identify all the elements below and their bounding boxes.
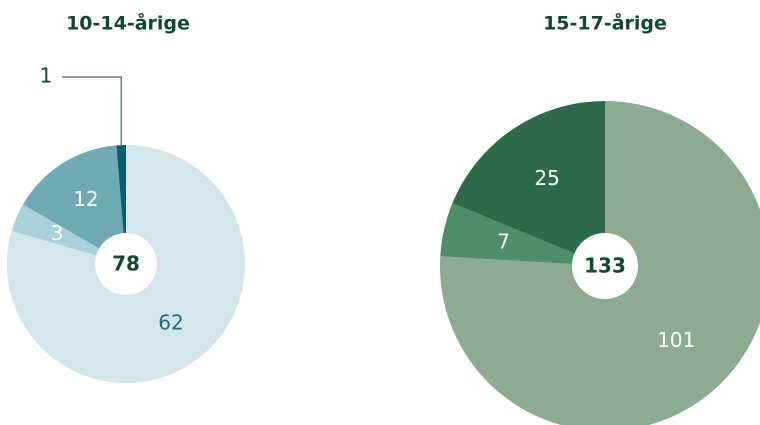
pie-slice — [440, 203, 605, 266]
pie-slice — [22, 145, 126, 264]
data-label: 7 — [497, 229, 510, 253]
data-label: 101 — [657, 328, 695, 352]
data-label: 12 — [73, 187, 98, 211]
chart-title: 15-17-årige — [543, 11, 667, 35]
total-label: 78 — [112, 252, 140, 276]
chart-title: 10-14-årige — [66, 11, 190, 35]
pie-slice — [452, 100, 605, 266]
data-label: 25 — [534, 166, 559, 190]
total-label: 133 — [584, 254, 626, 278]
data-label: 3 — [51, 221, 64, 245]
pie-slice — [11, 204, 126, 264]
center-hole — [572, 233, 638, 299]
data-label: 62 — [158, 310, 183, 334]
pie-slice — [440, 101, 760, 425]
center-hole — [95, 233, 157, 295]
leader-line — [62, 76, 122, 146]
data-label: 1 — [40, 64, 53, 88]
